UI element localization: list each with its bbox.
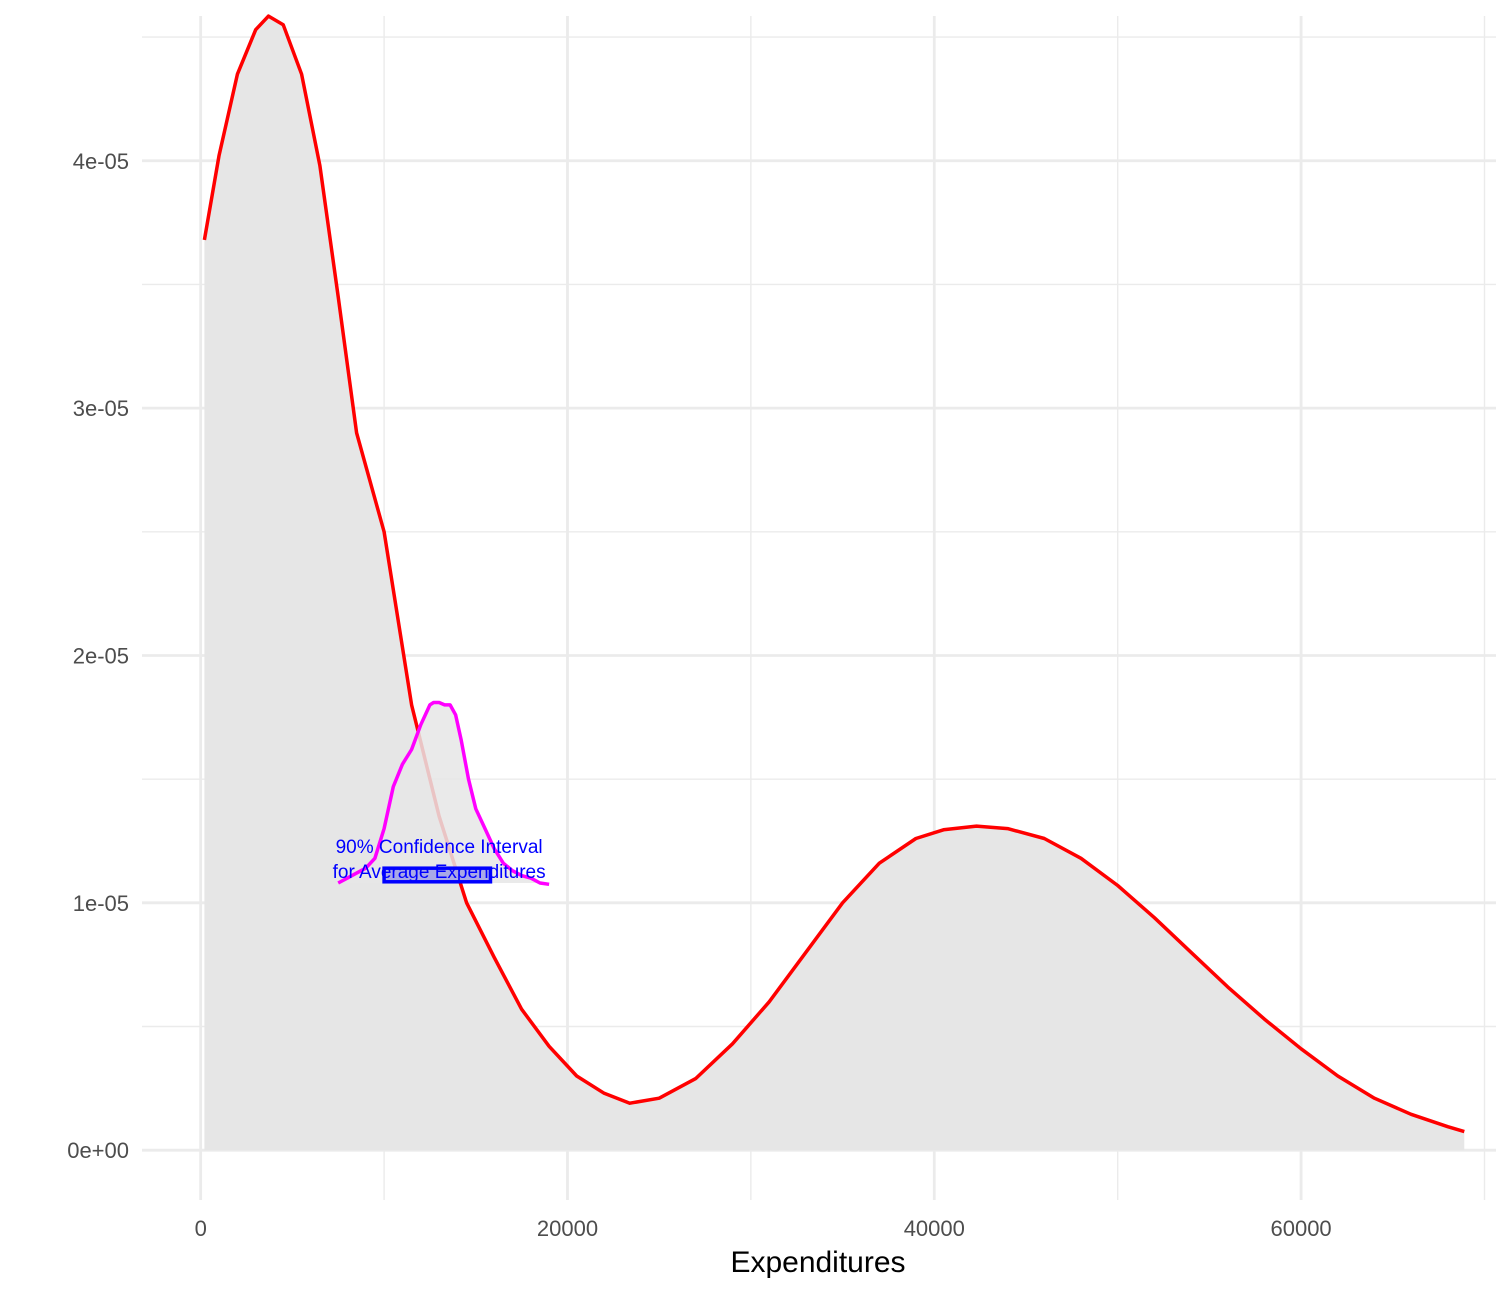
series-1-line bbox=[202, 14, 1465, 1134]
series-1-area bbox=[204, 16, 1465, 1151]
series-2-line bbox=[337, 700, 550, 887]
plot-marks bbox=[202, 14, 1465, 1151]
series-2-area bbox=[338, 702, 550, 885]
y-tick-label: 3e-05 bbox=[73, 396, 129, 421]
y-tick-label: 0e+00 bbox=[67, 1138, 129, 1163]
x-tick-label: 0 bbox=[195, 1216, 207, 1241]
x-tick-label: 60000 bbox=[1270, 1216, 1331, 1241]
y-tick-label: 1e-05 bbox=[73, 891, 129, 916]
x-axis-title: Expenditures bbox=[730, 1246, 905, 1279]
interval-annotation: 90% Confidence Interval for Average Expen… bbox=[333, 837, 546, 883]
confidence-interval-bar bbox=[382, 866, 493, 884]
x-tick-label: 40000 bbox=[904, 1216, 965, 1241]
annotation-line-2: for Average Expenditures bbox=[333, 862, 546, 883]
x-axis-ticks: 0 20000 40000 60000 bbox=[195, 1216, 1332, 1241]
y-tick-label: 2e-05 bbox=[73, 643, 129, 668]
y-tick-label: 4e-05 bbox=[73, 149, 129, 174]
x-tick-label: 20000 bbox=[537, 1216, 598, 1241]
y-axis-ticks: 0e+00 1e-05 2e-05 3e-05 4e-05 bbox=[67, 149, 129, 1163]
annotation-line-1: 90% Confidence Interval bbox=[336, 837, 543, 858]
